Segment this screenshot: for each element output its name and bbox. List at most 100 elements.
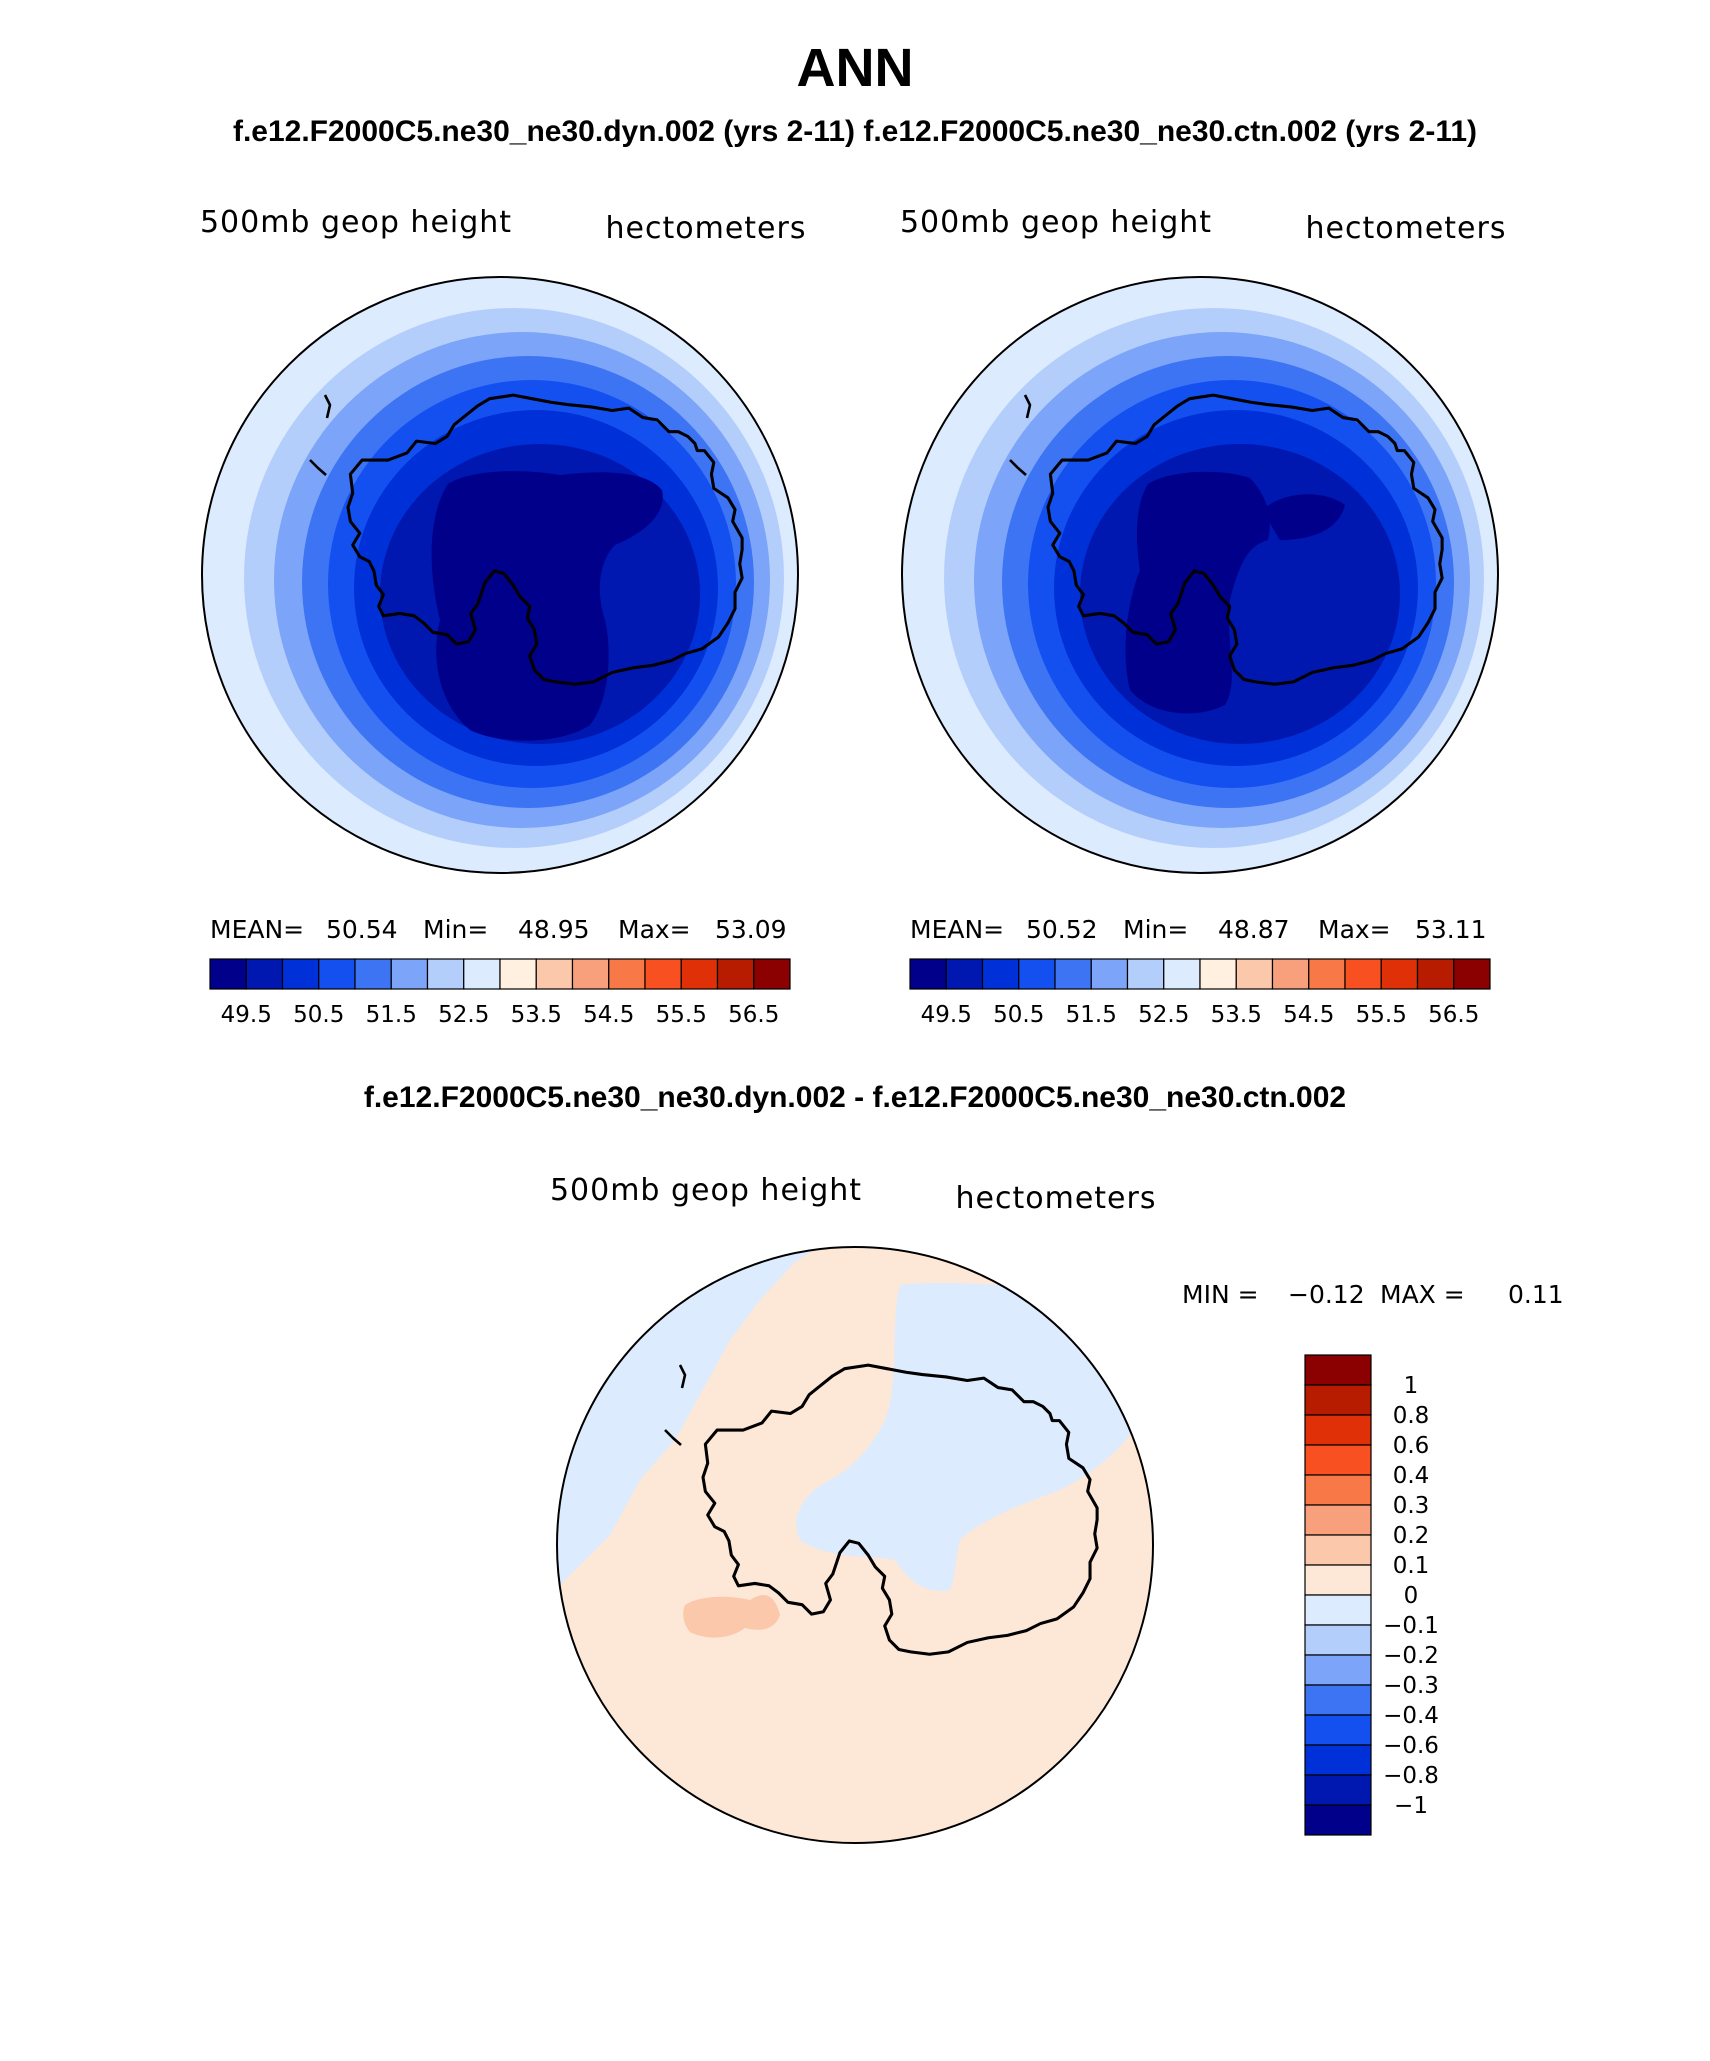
colorbar-ctn-tick-label: 52.5 [1138,1002,1189,1028]
colorbar-dyn-swatch [354,958,392,990]
colorbar-ctn-swatch [1054,958,1092,990]
map-panel-diff: 500mb geop height hectometers MIN = −0.1… [550,1173,1564,1844]
colorbar-diff-tick-label: 0.4 [1393,1463,1430,1489]
colorbar-diff-tick-label: 0.1 [1393,1553,1430,1579]
colorbar-ctn-tick-label: 51.5 [1066,1002,1117,1028]
figure-subtitle-top: f.e12.F2000C5.ne30_ne30.dyn.002 (yrs 2-1… [233,115,1477,148]
panel-ctn-variable: 500mb geop height [900,205,1212,240]
colorbar-dyn-tick-label: 53.5 [511,1002,562,1028]
colorbar-diff-swatch [1304,1804,1372,1836]
colorbar-dyn-swatch [716,958,755,990]
colorbar-diff-tick-label: 0.8 [1393,1403,1430,1429]
colorbar-diff-tick-label: 0.2 [1393,1523,1430,1549]
colorbar-diff: 1 0.8 0.6 0.4 0.3 0.2 0.1 0 −0.1 −0.2 −0.3 −0.4 −0.6… [1304,1354,1439,1836]
map-diff-border [556,1246,1154,1844]
colorbar-diff-tick-label: −0.6 [1383,1733,1439,1759]
colorbar-dyn-tick-label: 52.5 [438,1002,489,1028]
colorbar-diff-swatch [1304,1654,1372,1686]
panel-ctn-mean-label: MEAN= [910,915,1004,944]
panel-diff-variable: 500mb geop height [550,1173,862,1208]
panel-dyn-max-label: Max= [618,915,691,944]
figure-title: ANN [797,38,914,98]
colorbar-dyn-tick-label: 51.5 [366,1002,417,1028]
panel-diff-units: hectometers [956,1181,1157,1216]
colorbar-diff-swatch [1304,1414,1372,1446]
colorbar-dyn: 49.5 50.5 51.5 52.5 53.5 54.5 55.5 56.5 [209,958,791,1028]
panel-ctn-max-label: Max= [1318,915,1391,944]
colorbar-dyn-swatch [499,958,537,990]
colorbar-ctn-swatch [1199,958,1237,990]
colorbar-ctn: 49.5 50.5 51.5 52.5 53.5 54.5 55.5 56.5 [909,958,1491,1028]
colorbar-diff-swatch [1304,1714,1372,1746]
colorbar-diff-tick-label: −0.4 [1383,1703,1439,1729]
map-dyn-border [201,276,799,874]
panel-dyn-mean-label: MEAN= [210,915,304,944]
colorbar-dyn-swatch [753,958,791,990]
colorbar-diff-swatch [1304,1444,1372,1476]
colorbar-ctn-swatch [909,958,947,990]
colorbar-diff-tick-label: 0 [1404,1583,1419,1609]
panel-diff-min-label: MIN = [1182,1280,1259,1309]
panel-dyn-min-value: 48.95 [518,915,590,944]
colorbar-diff-tick-label: −0.8 [1383,1763,1439,1789]
colorbar-diff-tick-label: 0.6 [1393,1433,1430,1459]
panel-dyn-variable: 500mb geop height [200,205,512,240]
colorbar-diff-swatch [1304,1534,1372,1566]
colorbar-dyn-swatch [245,958,284,990]
colorbar-diff-tick-label: −0.2 [1383,1643,1439,1669]
colorbar-ctn-swatch [1453,958,1491,990]
colorbar-ctn-swatch [1163,958,1201,990]
figure-subtitle-diff: f.e12.F2000C5.ne30_ne30.dyn.002 - f.e12.… [364,1081,1346,1114]
map-ctn-border [901,276,1499,874]
panel-diff-max-label: MAX = [1380,1280,1465,1309]
colorbar-ctn-swatch [1271,958,1310,990]
colorbar-ctn-tick-label: 54.5 [1283,1002,1334,1028]
panel-ctn-max-value: 53.11 [1415,915,1487,944]
colorbar-dyn-swatch [318,958,356,990]
colorbar-ctn-tick-label: 56.5 [1428,1002,1479,1028]
colorbar-dyn-tick-label: 50.5 [293,1002,344,1028]
colorbar-diff-swatch [1304,1774,1372,1806]
colorbar-dyn-tick-label: 54.5 [583,1002,634,1028]
colorbar-dyn-swatch [535,958,574,990]
panel-dyn-min-label: Min= [423,915,488,944]
colorbar-ctn-tick-label: 49.5 [921,1002,972,1028]
colorbar-ctn-swatch [981,958,1020,990]
panel-diff-max-value: 0.11 [1508,1280,1564,1309]
colorbar-diff-tick-label: −0.1 [1383,1613,1439,1639]
panel-ctn-min-label: Min= [1123,915,1188,944]
colorbar-dyn-tick-label: 55.5 [656,1002,707,1028]
colorbar-diff-swatch [1304,1564,1372,1596]
colorbar-dyn-swatch [608,958,646,990]
panel-ctn-units: hectometers [1306,211,1507,246]
colorbar-dyn-swatch [390,958,429,990]
colorbar-ctn-swatch [1235,958,1274,990]
colorbar-diff-swatch [1304,1474,1372,1506]
colorbar-ctn-swatch [1344,958,1382,990]
panel-dyn-units: hectometers [606,211,807,246]
colorbar-ctn-tick-label: 50.5 [993,1002,1044,1028]
colorbar-diff-swatch [1304,1684,1372,1716]
panel-dyn-mean-value: 50.54 [326,915,398,944]
colorbar-diff-swatch [1304,1594,1372,1626]
colorbar-diff-swatch [1304,1744,1372,1776]
colorbar-dyn-swatch [571,958,610,990]
colorbar-diff-tick-label: −0.3 [1383,1673,1439,1699]
colorbar-diff-swatch [1304,1504,1372,1536]
colorbar-diff-tick-label: 1 [1404,1373,1419,1399]
colorbar-ctn-swatch [1308,958,1346,990]
colorbar-diff-swatch [1304,1384,1372,1416]
colorbar-diff-tick-label: −1 [1394,1793,1428,1819]
colorbar-dyn-swatch [281,958,320,990]
panel-diff-min-value: −0.12 [1288,1280,1365,1309]
colorbar-dyn-tick-label: 56.5 [728,1002,779,1028]
panel-ctn-min-value: 48.87 [1218,915,1290,944]
colorbar-dyn-swatch [209,958,247,990]
colorbar-dyn-swatch [644,958,682,990]
colorbar-ctn-swatch [1018,958,1056,990]
map-panel-ctn: 500mb geop height hectometers MEAN= 50.5… [900,205,1507,1028]
panel-dyn-max-value: 53.09 [715,915,787,944]
colorbar-dyn-swatch [680,958,719,990]
colorbar-ctn-swatch [1126,958,1165,990]
colorbar-ctn-swatch [1416,958,1455,990]
